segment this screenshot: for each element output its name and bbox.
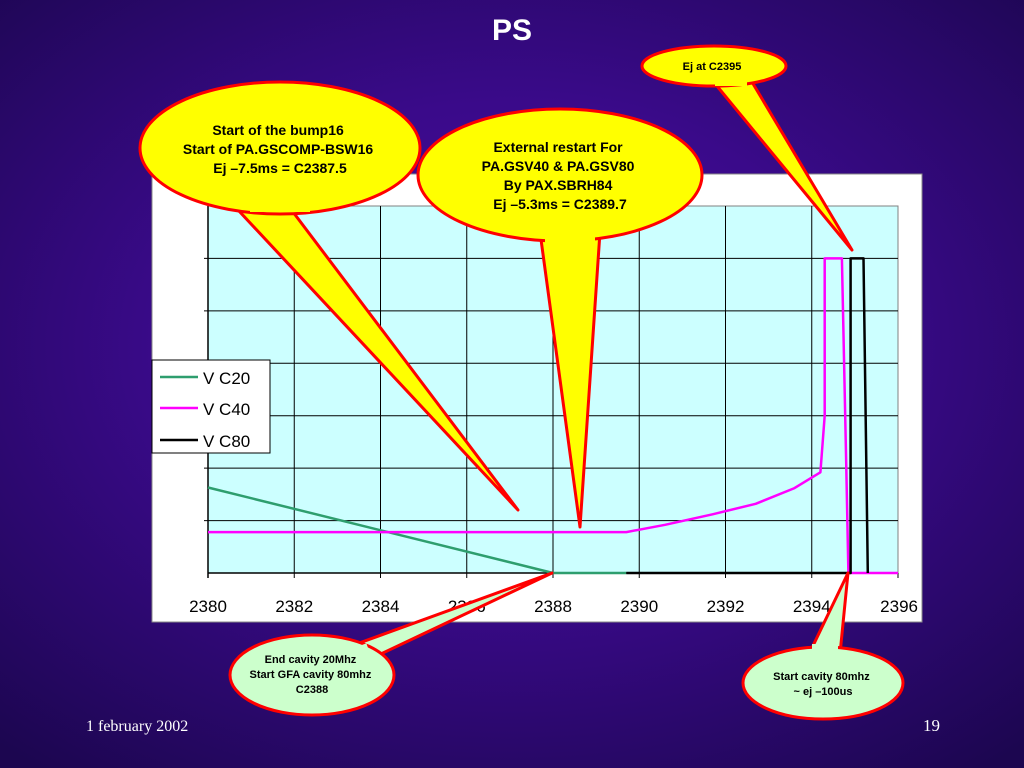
svg-text:Start cavity 80mhz ~ ej: Start cavity 80mhz ~ ej –100us — [773, 671, 873, 698]
legend-label-v-c40: V C40 — [203, 400, 250, 419]
callout-restart-line-2: PA.GSV40 & PA.GSV80 — [482, 158, 635, 174]
series-line-v-c80 — [626, 257, 870, 575]
svg-text:End cavity 20Mhz Start G: End cavity 20Mhz Start GFA cavity 80mhz … — [250, 654, 375, 696]
callout-end-cavity-line-2: Start GFA cavity 80mhz — [250, 669, 372, 681]
legend-label-v-c20: V C20 — [203, 369, 250, 388]
x-tick-label-2382: 2382 — [275, 597, 313, 616]
callout-bump16-line-1: Start of the bump16 — [212, 122, 344, 138]
callout-external-restart: External restart For PA.GSV40 & PA.GSV80… — [416, 107, 704, 529]
x-tick-label-2388: 2388 — [534, 597, 572, 616]
x-tick-label-2392: 2392 — [707, 597, 745, 616]
legend-label-v-c80: V C80 — [203, 432, 250, 451]
svg-text:Start of the bump16 Star: Start of the bump16 Start of PA.GSCOMP-B… — [183, 122, 377, 176]
callout-bump16-line-2: Start of PA.GSCOMP-BSW16 — [183, 141, 374, 157]
svg-text:External restart For PA.: External restart For PA.GSV40 & PA.GSV80… — [482, 139, 639, 212]
slide-title: PS — [491, 14, 533, 47]
footer-date: 1 february 2002 — [86, 718, 189, 735]
x-tick-label-2394: 2394 — [793, 597, 831, 616]
series-line-v-c40 — [208, 257, 898, 575]
callout-start-cavity-line-2: ~ ej –100us — [793, 686, 852, 698]
callout-ej-c2395-text: Ej at C2395 — [683, 61, 742, 73]
x-tick-label-2384: 2384 — [362, 597, 400, 616]
callout-end-cavity-20mhz: End cavity 20Mhz Start GFA cavity 80mhz … — [228, 571, 554, 717]
callout-end-cavity-line-3: C2388 — [296, 684, 328, 696]
callout-bump16-line-3: Ej –7.5ms = C2387.5 — [213, 160, 347, 176]
callout-end-cavity-line-1: End cavity 20Mhz — [265, 654, 357, 666]
legend: V C20 V C40 V C80 — [151, 359, 271, 454]
x-tick-label-2380: 2380 — [189, 597, 227, 616]
callout-restart-line-4: Ej –5.3ms = C2389.7 — [493, 196, 627, 212]
callout-start-cavity-line-1: Start cavity 80mhz — [773, 671, 870, 683]
callout-ej-c2395: Ej at C2395 — [640, 44, 854, 252]
callout-bump16: Start of the bump16 Start of PA.GSCOMP-B… — [138, 80, 520, 512]
x-tick-label-2396: 2396 — [880, 597, 918, 616]
callout-start-cavity-80mhz: Start cavity 80mhz ~ ej –100us — [741, 571, 905, 721]
x-tick-label-2390: 2390 — [620, 597, 658, 616]
page-number: 19 — [923, 716, 940, 735]
callout-restart-line-1: External restart For — [493, 139, 623, 155]
callout-restart-line-3: By PAX.SBRH84 — [504, 177, 613, 193]
